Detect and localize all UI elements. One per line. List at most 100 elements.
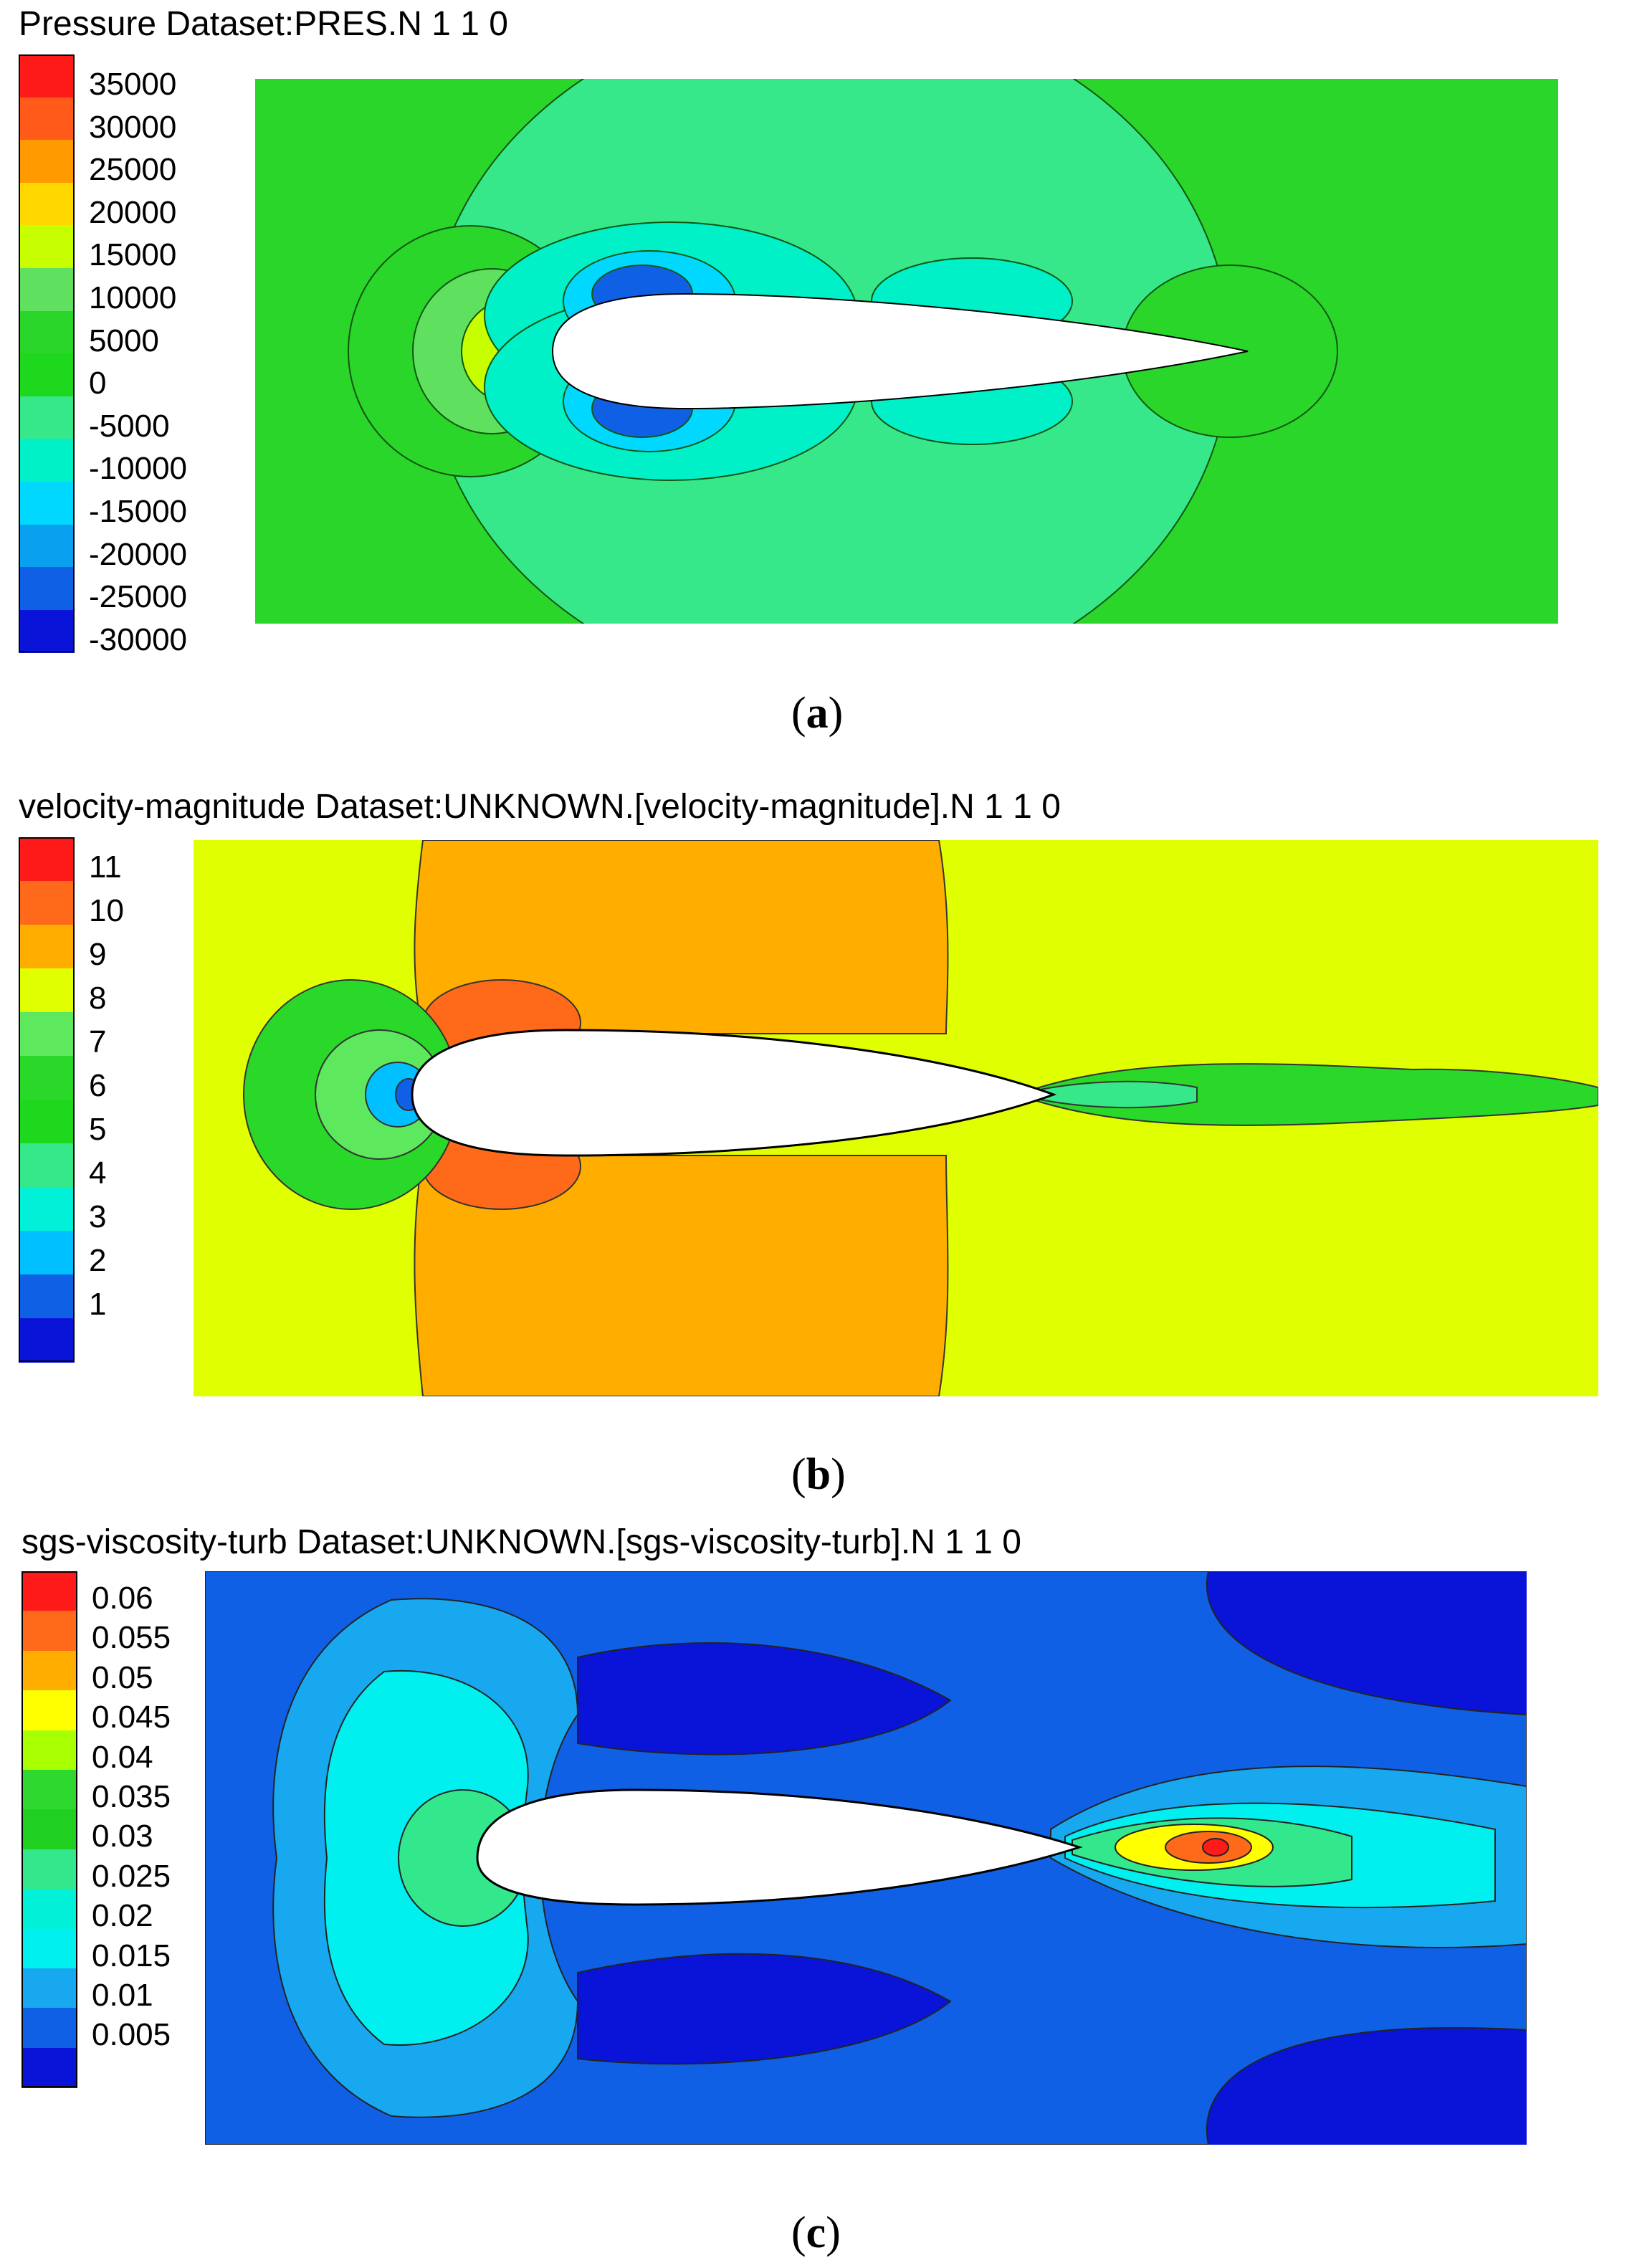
panel-b-caption: (b)	[791, 1450, 846, 1499]
legend-label: 0.06	[92, 1581, 153, 1616]
legend-swatch	[22, 1730, 77, 1771]
legend-swatch	[19, 54, 75, 98]
viscosity-lower-dark-pocket	[577, 1953, 952, 2065]
legend-swatch	[19, 1100, 75, 1144]
legend-label: 0.045	[92, 1700, 171, 1735]
legend-label: 11	[89, 849, 122, 885]
legend-label: 15000	[89, 237, 177, 273]
panel-a-caption: (a)	[791, 689, 844, 738]
legend-swatch	[19, 1012, 75, 1057]
velocity-wake-inner	[1017, 1080, 1198, 1109]
velocity-wake-outer	[1016, 1063, 1598, 1126]
legend-label: 0.05	[92, 1659, 153, 1695]
panel-c-sgs-viscosity-contour-plot	[205, 1571, 1527, 2145]
legend-swatch	[22, 2047, 77, 2089]
velocity-lower-acceleration-band	[414, 1155, 949, 1396]
legend-label: 7	[89, 1024, 107, 1059]
legend-frame	[19, 54, 75, 653]
legend-swatch	[22, 1809, 77, 1850]
legend-swatch	[19, 881, 75, 925]
legend-swatch	[22, 1650, 77, 1692]
legend-label: 0.025	[92, 1858, 171, 1894]
legend-swatch	[19, 1274, 75, 1319]
legend-swatch	[19, 609, 75, 654]
legend-label: 0.015	[92, 1938, 171, 1973]
legend-label: -10000	[89, 451, 188, 487]
panel-c-title: sgs-viscosity-turb Dataset:UNKNOWN.[sgs-…	[22, 1523, 1021, 1561]
legend-label: 3	[89, 1199, 107, 1234]
legend-label: -20000	[89, 536, 188, 572]
legend-swatch	[22, 2008, 77, 2049]
legend-swatch	[19, 140, 75, 184]
legend-swatch	[19, 439, 75, 482]
panel-a-pressure-contour-plot	[255, 79, 1558, 624]
viscosity-wake-peak	[1202, 1838, 1229, 1857]
legend-label: 0.055	[92, 1620, 171, 1656]
legend-swatch	[19, 97, 75, 141]
legend-swatch	[19, 968, 75, 1013]
legend-swatch	[22, 1690, 77, 1731]
legend-label: 5	[89, 1112, 107, 1147]
legend-swatch	[22, 1849, 77, 1890]
legend-frame	[19, 837, 75, 1362]
legend-swatch	[22, 1611, 77, 1652]
viscosity-upper-dark-pocket	[577, 1642, 952, 1755]
legend-label: -25000	[89, 579, 188, 615]
pressure-airfoil	[551, 292, 1249, 410]
legend-swatch	[19, 524, 75, 568]
legend-frame	[22, 1571, 77, 2088]
legend-label: 0	[89, 366, 107, 401]
panel-c-legend: 0.06 0.055 0.05 0.045 0.04 0.035 0.03 0.025 0.02…	[22, 1571, 237, 2089]
legend-swatch	[19, 837, 75, 882]
legend-swatch	[19, 1231, 75, 1275]
legend-swatch	[22, 1889, 77, 1930]
panel-b-title: velocity-magnitude Dataset:UNKNOWN.[velo…	[19, 788, 1061, 826]
panel-c-caption: (c)	[791, 2209, 841, 2257]
legend-swatch	[19, 1143, 75, 1188]
legend-swatch	[19, 1187, 75, 1231]
legend-swatch	[19, 396, 75, 440]
legend-swatch	[22, 1770, 77, 1811]
panel-b-legend: 11 10 9 8 7 6 5 4 3 2 1	[19, 837, 234, 1363]
legend-swatch	[19, 567, 75, 611]
velocity-airfoil	[411, 1029, 1057, 1157]
legend-swatch	[19, 482, 75, 525]
legend-swatch	[22, 1571, 77, 1612]
legend-swatch	[19, 1056, 75, 1100]
legend-label: -5000	[89, 408, 170, 444]
legend-swatch	[19, 310, 75, 355]
legend-swatch	[19, 182, 75, 227]
legend-swatch	[19, 268, 75, 312]
legend-swatch	[19, 925, 75, 969]
legend-label: 0.035	[92, 1779, 171, 1814]
legend-label: 1	[89, 1287, 107, 1322]
legend-swatch	[19, 225, 75, 269]
legend-swatch	[22, 1928, 77, 1969]
legend-label: 0.02	[92, 1898, 153, 1934]
legend-label: 0.01	[92, 1978, 153, 2013]
panel-a-legend: 35000 30000 25000 20000 15000 10000 5000 0 -5000…	[19, 54, 234, 657]
legend-label: 4	[89, 1156, 107, 1191]
panel-a-title: Pressure Dataset:PRES.N 1 1 0	[19, 5, 508, 43]
legend-label: 0.04	[92, 1739, 153, 1775]
legend-label: 20000	[89, 194, 177, 230]
legend-label: 30000	[89, 109, 177, 145]
legend-label: 0.005	[92, 2017, 171, 2053]
legend-label: 5000	[89, 323, 159, 358]
legend-swatch	[22, 1968, 77, 2009]
legend-label: -15000	[89, 494, 188, 529]
legend-label: -30000	[89, 621, 188, 657]
legend-label: 10000	[89, 280, 177, 315]
legend-swatch	[19, 1318, 75, 1363]
legend-label: 25000	[89, 152, 177, 188]
legend-label: 2	[89, 1243, 107, 1278]
velocity-upper-acceleration-band	[414, 840, 949, 1034]
legend-label: 10	[89, 893, 124, 928]
viscosity-airfoil	[476, 1788, 1083, 1906]
legend-swatch	[19, 353, 75, 397]
legend-label: 6	[89, 1068, 107, 1103]
legend-label: 9	[89, 937, 107, 972]
panel-b-velocity-contour-plot	[194, 840, 1598, 1396]
legend-label: 35000	[89, 67, 177, 102]
legend-label: 0.03	[92, 1819, 153, 1854]
